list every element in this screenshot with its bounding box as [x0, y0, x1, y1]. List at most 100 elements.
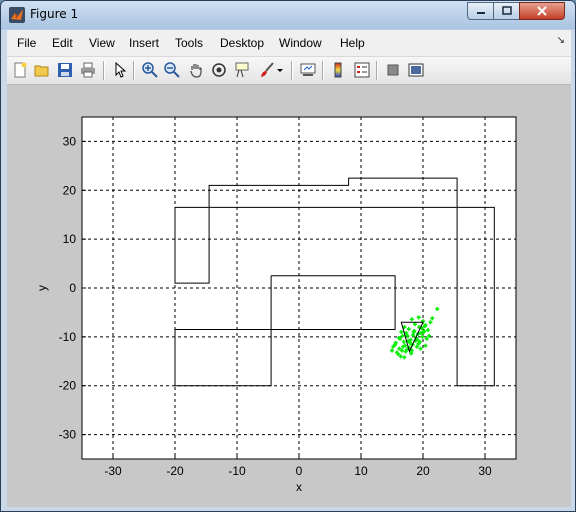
scatter-point — [415, 337, 420, 342]
toolbar-separator — [103, 61, 104, 80]
menu-insert[interactable]: Insert — [129, 36, 160, 50]
maximize-icon — [501, 6, 512, 15]
scatter-point — [409, 348, 414, 353]
figure-canvas[interactable]: -30 -20 -10 0 10 20 30 -30 -20 -10 0 10 20 30 x y — [7, 85, 571, 507]
scatter-point — [420, 334, 425, 339]
save-button[interactable] — [56, 61, 74, 79]
edit-plot-button[interactable] — [111, 61, 129, 79]
x-axis-label: x — [296, 480, 302, 494]
scatter-point — [416, 315, 421, 320]
hide-plot-tools-icon — [387, 64, 399, 76]
new-figure-button[interactable] — [11, 61, 29, 79]
title-bar[interactable]: Figure 1 — [1, 1, 575, 29]
scatter-point — [401, 339, 406, 344]
x-tick-label: 20 — [416, 464, 430, 478]
link-plot-icon — [300, 63, 316, 76]
grid-lines — [82, 117, 516, 459]
x-tick-label: 30 — [478, 464, 492, 478]
menu-bar: File Edit View Insert Tools Desktop Wind… — [7, 30, 571, 57]
scatter-point — [404, 347, 409, 352]
scatter-point — [409, 317, 414, 322]
pan-hand-icon — [190, 64, 202, 78]
outline-shape-1 — [174, 177, 495, 387]
menu-edit[interactable]: Edit — [52, 36, 73, 50]
scatter-point — [428, 320, 433, 325]
print-icon — [81, 62, 95, 78]
menu-view[interactable]: View — [89, 36, 115, 50]
hide-plot-tools-button[interactable] — [384, 61, 402, 79]
triangle-marker — [400, 321, 424, 353]
scatter-point — [422, 328, 427, 333]
scatter-point — [422, 324, 427, 329]
legend-button[interactable] — [353, 61, 371, 79]
scatter-point — [396, 335, 401, 340]
maximize-button[interactable] — [493, 2, 520, 20]
brush-dropdown-icon — [277, 69, 283, 72]
menu-window[interactable]: Window — [279, 36, 322, 50]
link-plot-button[interactable] — [299, 61, 317, 79]
minimize-button[interactable] — [467, 2, 494, 20]
open-file-button[interactable] — [33, 61, 51, 79]
toolbar-separator — [322, 61, 323, 80]
menu-tools[interactable]: Tools — [175, 36, 204, 50]
brush-icon — [261, 62, 274, 77]
zoom-out-button[interactable] — [163, 61, 181, 79]
show-plot-tools-icon — [408, 63, 424, 77]
scatter-point — [399, 329, 404, 334]
scatter-point — [401, 344, 406, 349]
outline-shape-2 — [174, 275, 396, 387]
scatter-point — [411, 332, 416, 337]
zoom-in-button[interactable] — [141, 61, 159, 79]
scatter-point — [393, 342, 398, 347]
y-tick-label: 20 — [63, 183, 77, 197]
x-tick-label: -30 — [104, 464, 122, 478]
dock-arrow-icon[interactable]: ↘ — [556, 35, 565, 46]
scatter-point — [419, 330, 424, 335]
x-tick-label: 10 — [354, 464, 368, 478]
show-plot-tools-button[interactable] — [407, 61, 425, 79]
scatter-point — [406, 327, 411, 332]
legend-icon — [354, 62, 370, 78]
rotate-3d-button[interactable] — [210, 61, 228, 79]
colorbar-icon — [334, 62, 342, 78]
scatter-point — [414, 344, 419, 349]
y-tick-label: -20 — [59, 379, 77, 393]
brush-button[interactable] — [258, 61, 276, 79]
minimize-icon — [476, 12, 485, 14]
toolbar-separator — [291, 61, 292, 80]
x-tick-labels: -30 -20 -10 0 10 20 30 — [104, 464, 492, 478]
scatter-point — [398, 354, 403, 359]
pan-button[interactable] — [187, 61, 205, 79]
menu-desktop[interactable]: Desktop — [220, 36, 265, 50]
data-cursor-button[interactable] — [233, 61, 251, 79]
edit-plot-arrow-icon — [115, 62, 127, 78]
zoom-in-icon — [142, 62, 158, 78]
scatter-point — [412, 322, 417, 327]
scatter-point — [427, 333, 432, 338]
toolbar-separator — [376, 61, 377, 80]
toolbar-separator — [133, 61, 134, 80]
rotate-3d-icon — [212, 63, 226, 77]
scatter-point — [397, 346, 402, 351]
axes-box — [81, 116, 517, 460]
scatter-point — [418, 346, 423, 351]
close-button[interactable] — [519, 2, 565, 20]
brush-dropdown-button[interactable] — [275, 61, 285, 79]
menu-file[interactable]: File — [17, 36, 37, 50]
scatter-point — [425, 328, 430, 333]
y-tick-label: 0 — [69, 281, 76, 295]
scatter-point — [430, 316, 435, 321]
y-tick-label: 30 — [63, 134, 77, 148]
print-button[interactable] — [79, 61, 97, 79]
colorbar-button[interactable] — [329, 61, 347, 79]
scatter-point — [400, 333, 405, 338]
scatter-point — [399, 348, 404, 353]
window-title: Figure 1 — [30, 7, 79, 21]
scatter-point — [402, 355, 407, 360]
scatter-point — [407, 340, 412, 345]
plot-svg[interactable]: -30 -20 -10 0 10 20 30 -30 -20 -10 0 10 20 30 x y — [7, 85, 571, 507]
menu-help[interactable]: Help — [340, 36, 365, 50]
scatter-point — [435, 307, 440, 312]
new-figure-icon — [14, 62, 27, 78]
